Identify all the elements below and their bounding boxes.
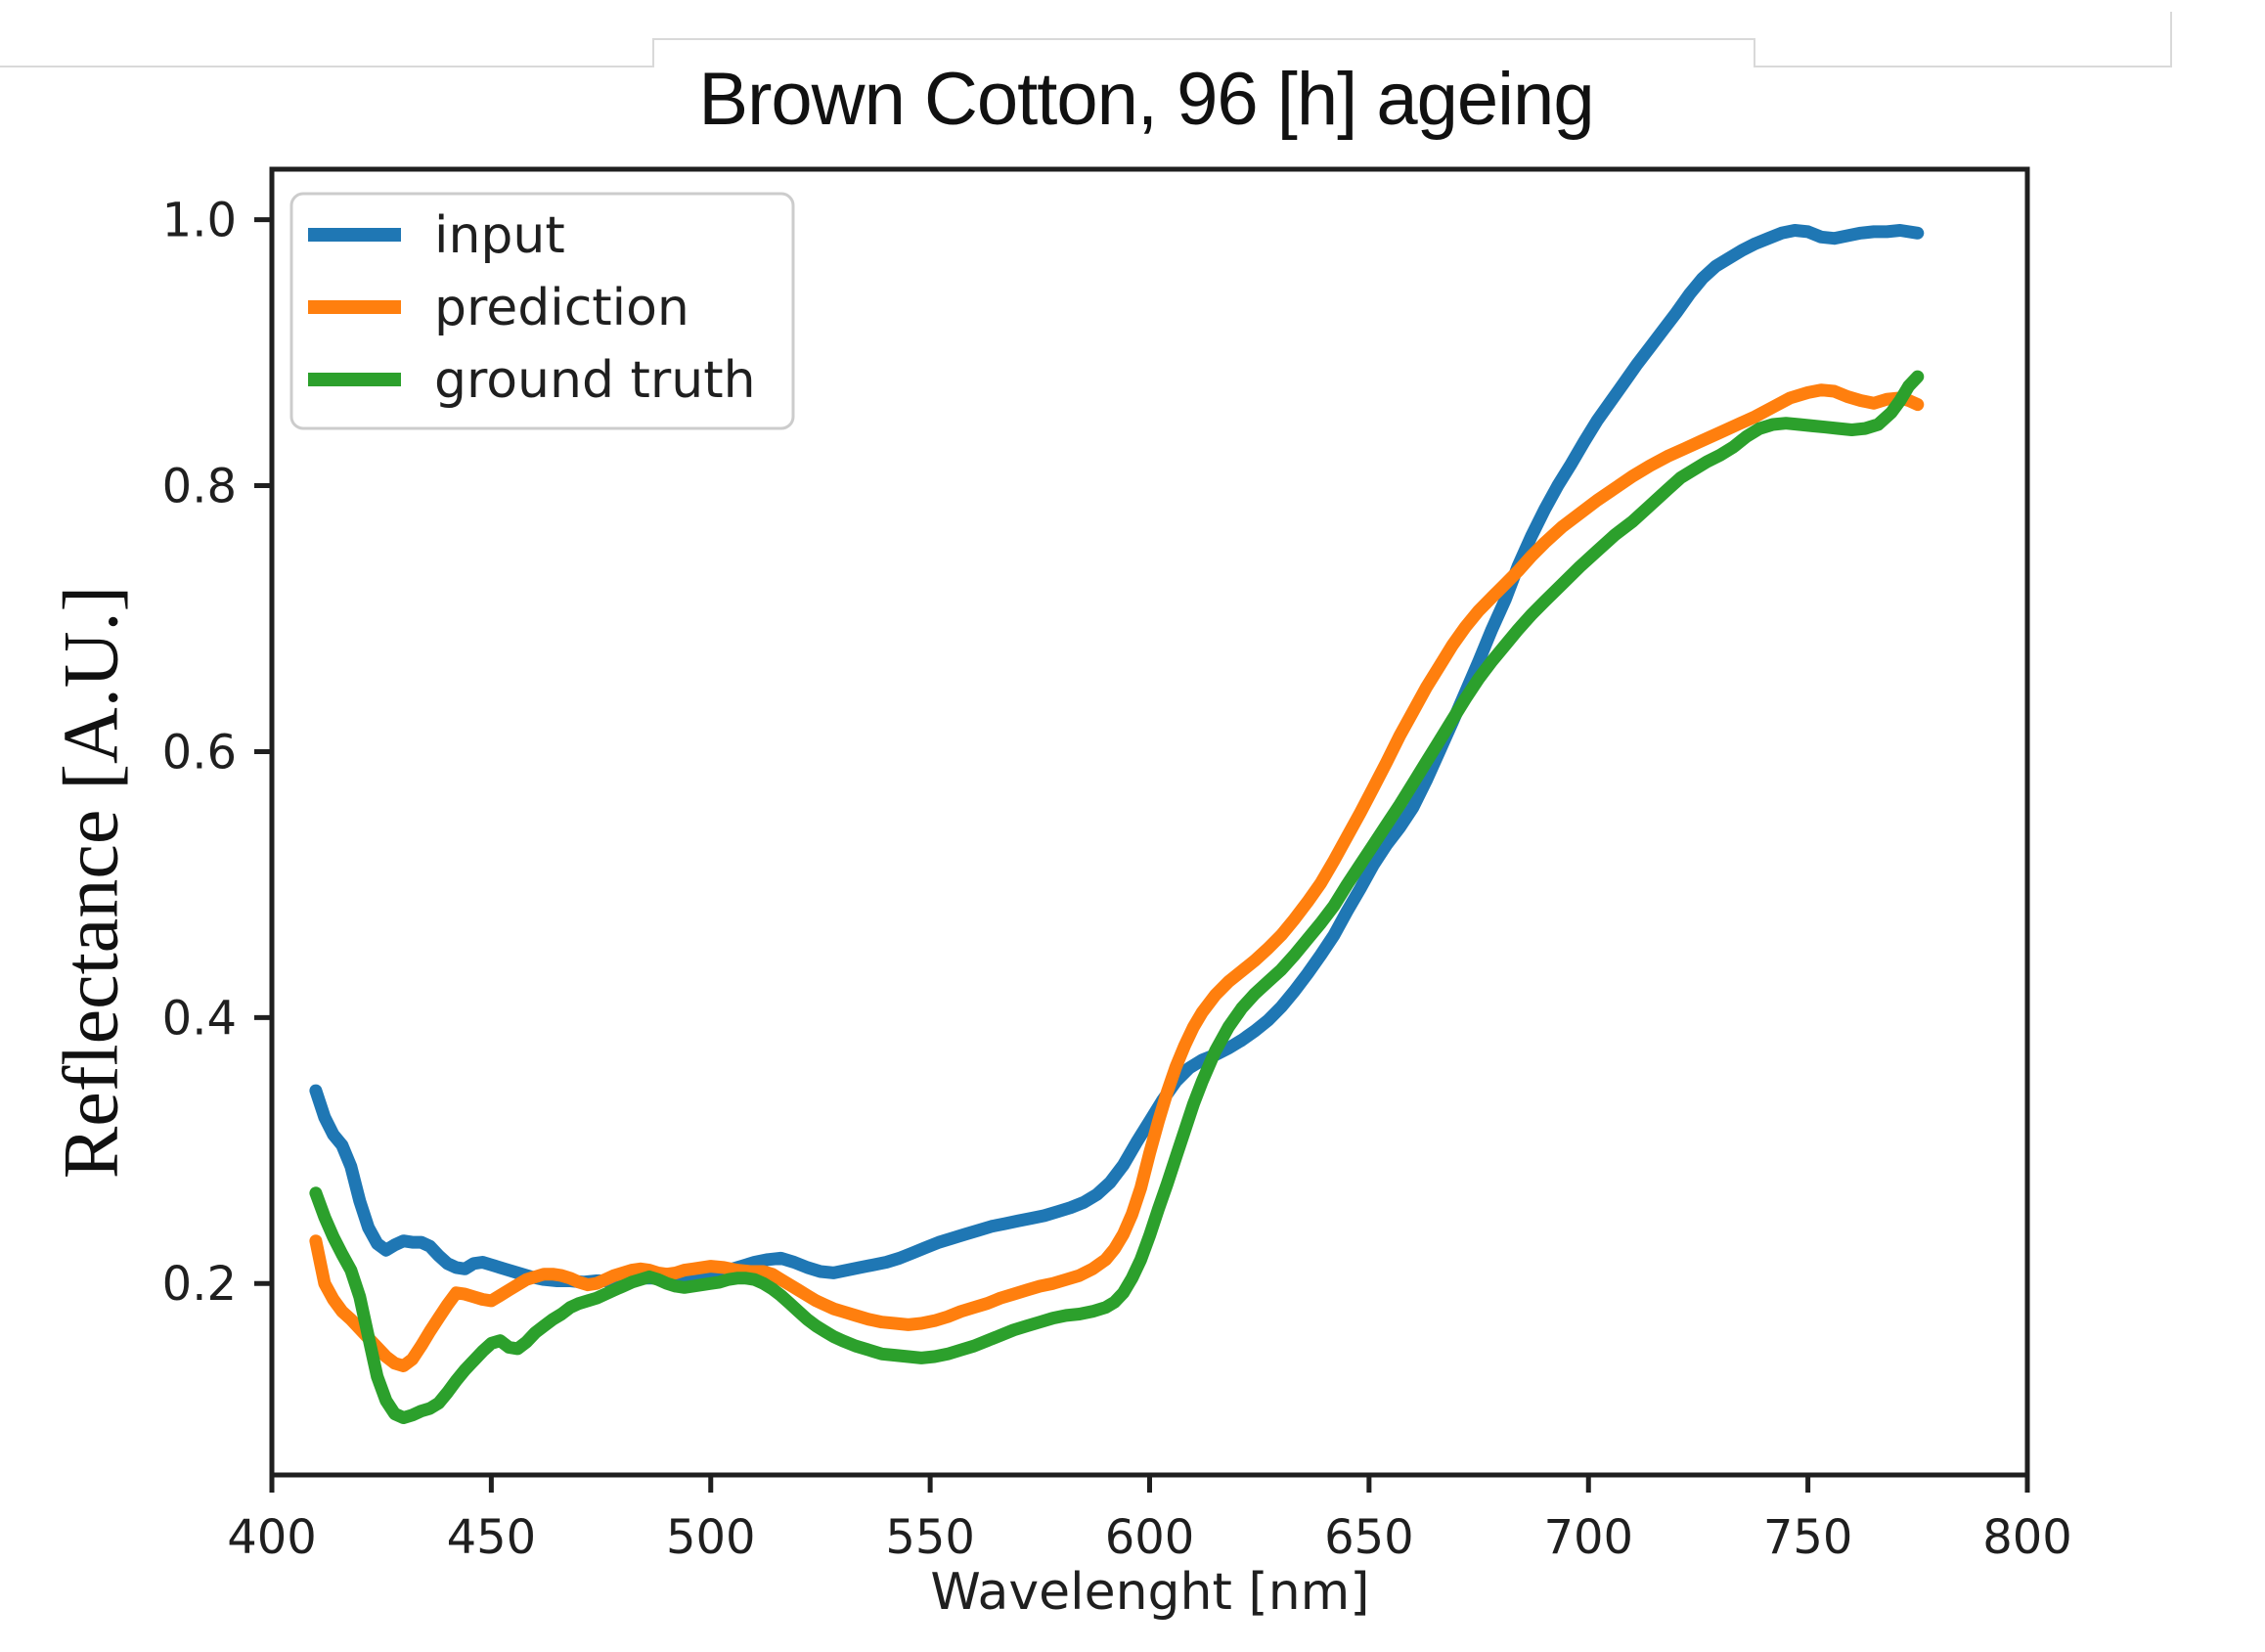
x-tick-label: 400 [227, 1510, 317, 1565]
x-tick-label: 800 [1982, 1510, 2072, 1565]
y-tick-label: 0.4 [162, 991, 237, 1046]
legend-label-input: input [434, 206, 565, 265]
legend-label-ground-truth: ground truth [434, 351, 756, 410]
x-tick-label: 700 [1543, 1510, 1633, 1565]
page-edge-line-right [1754, 66, 2170, 67]
y-tick-label: 1.0 [162, 194, 237, 248]
prediction-line [309, 383, 1925, 1372]
plot-border [269, 166, 2030, 1478]
legend-box [289, 192, 795, 430]
page-edge-connector-right [1754, 38, 1755, 67]
page-edge-line-left [0, 66, 652, 67]
page-edge-connector-left [652, 38, 654, 67]
page-edge-connector-far-right [2170, 12, 2172, 67]
x-tick-label: 500 [666, 1510, 756, 1565]
page-edge-line-middle [652, 38, 1754, 40]
x-tick-label: 550 [885, 1510, 975, 1565]
x-tick-label: 600 [1105, 1510, 1195, 1565]
x-tick-label: 450 [447, 1510, 537, 1565]
x-axis-label: Wavelenght [nm] [930, 1563, 1370, 1622]
x-tick-label: 750 [1763, 1510, 1853, 1565]
y-tick-label: 0.8 [162, 460, 237, 514]
y-tick-label: 0.6 [162, 725, 237, 780]
input-line [309, 224, 1925, 1289]
ground-truth-line [309, 370, 1925, 1424]
x-tick-label: 650 [1324, 1510, 1414, 1565]
y-axis-label: Reflectance [A.U.] [48, 585, 135, 1180]
legend-label-prediction: prediction [434, 279, 689, 337]
y-tick-label: 0.2 [162, 1257, 237, 1312]
chart-title: Brown Cotton, 96 [h] ageing [698, 58, 1594, 141]
